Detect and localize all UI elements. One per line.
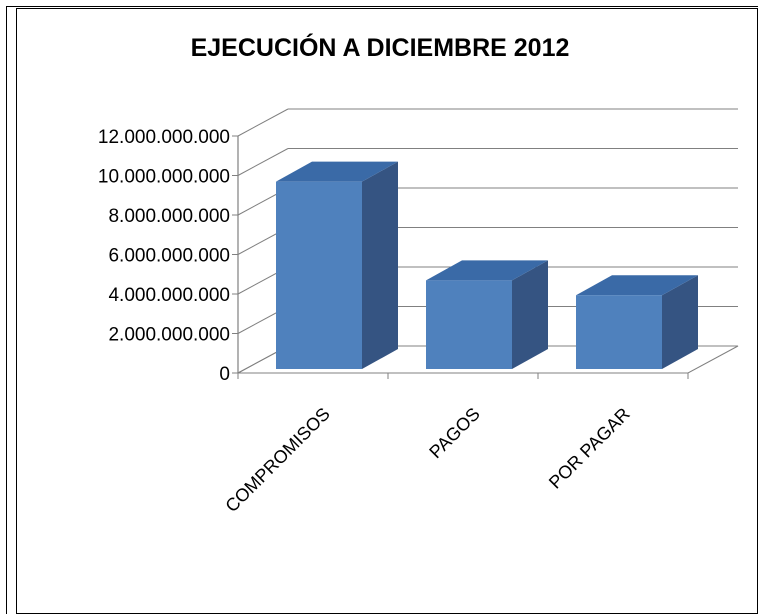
y-tick-label: 10.000.000.000 — [98, 167, 230, 188]
category-labels: COMPROMISOS PAGOS POR PAGAR — [221, 404, 633, 516]
x-category-label: PAGOS — [425, 404, 483, 462]
bar — [576, 275, 698, 369]
bar-side — [512, 260, 548, 369]
chart-floor — [237, 345, 739, 379]
bar-top — [276, 161, 398, 182]
gridline-side — [237, 148, 289, 176]
bar-front — [576, 295, 662, 369]
bar-front — [276, 181, 362, 369]
bars — [276, 161, 698, 369]
chart-outer-border — [6, 6, 758, 614]
bar — [276, 161, 398, 369]
y-tick-label: 0 — [219, 364, 230, 385]
y-tick-label: 6.000.000.000 — [108, 246, 230, 267]
chart-title: EJECUCIÓN A DICIEMBRE 2012 — [190, 34, 570, 62]
bar — [426, 260, 548, 369]
y-tick-label: 8.000.000.000 — [108, 206, 230, 227]
bar-top — [426, 260, 548, 281]
x-category-label: COMPROMISOS — [221, 404, 333, 516]
bar-top — [576, 275, 698, 296]
bar-side — [362, 161, 398, 369]
y-axis: 0 2.000.000.000 4.000.000.000 6.000.000.000… — [98, 127, 239, 385]
gridline-side — [237, 108, 289, 137]
x-category-label: POR PAGAR — [545, 404, 634, 493]
bar-front — [426, 280, 512, 369]
bar-side — [662, 275, 698, 369]
y-tick-label: 2.000.000.000 — [108, 325, 230, 346]
y-tick-label: 4.000.000.000 — [108, 285, 230, 306]
y-tick-label: 12.000.000.000 — [98, 127, 230, 148]
